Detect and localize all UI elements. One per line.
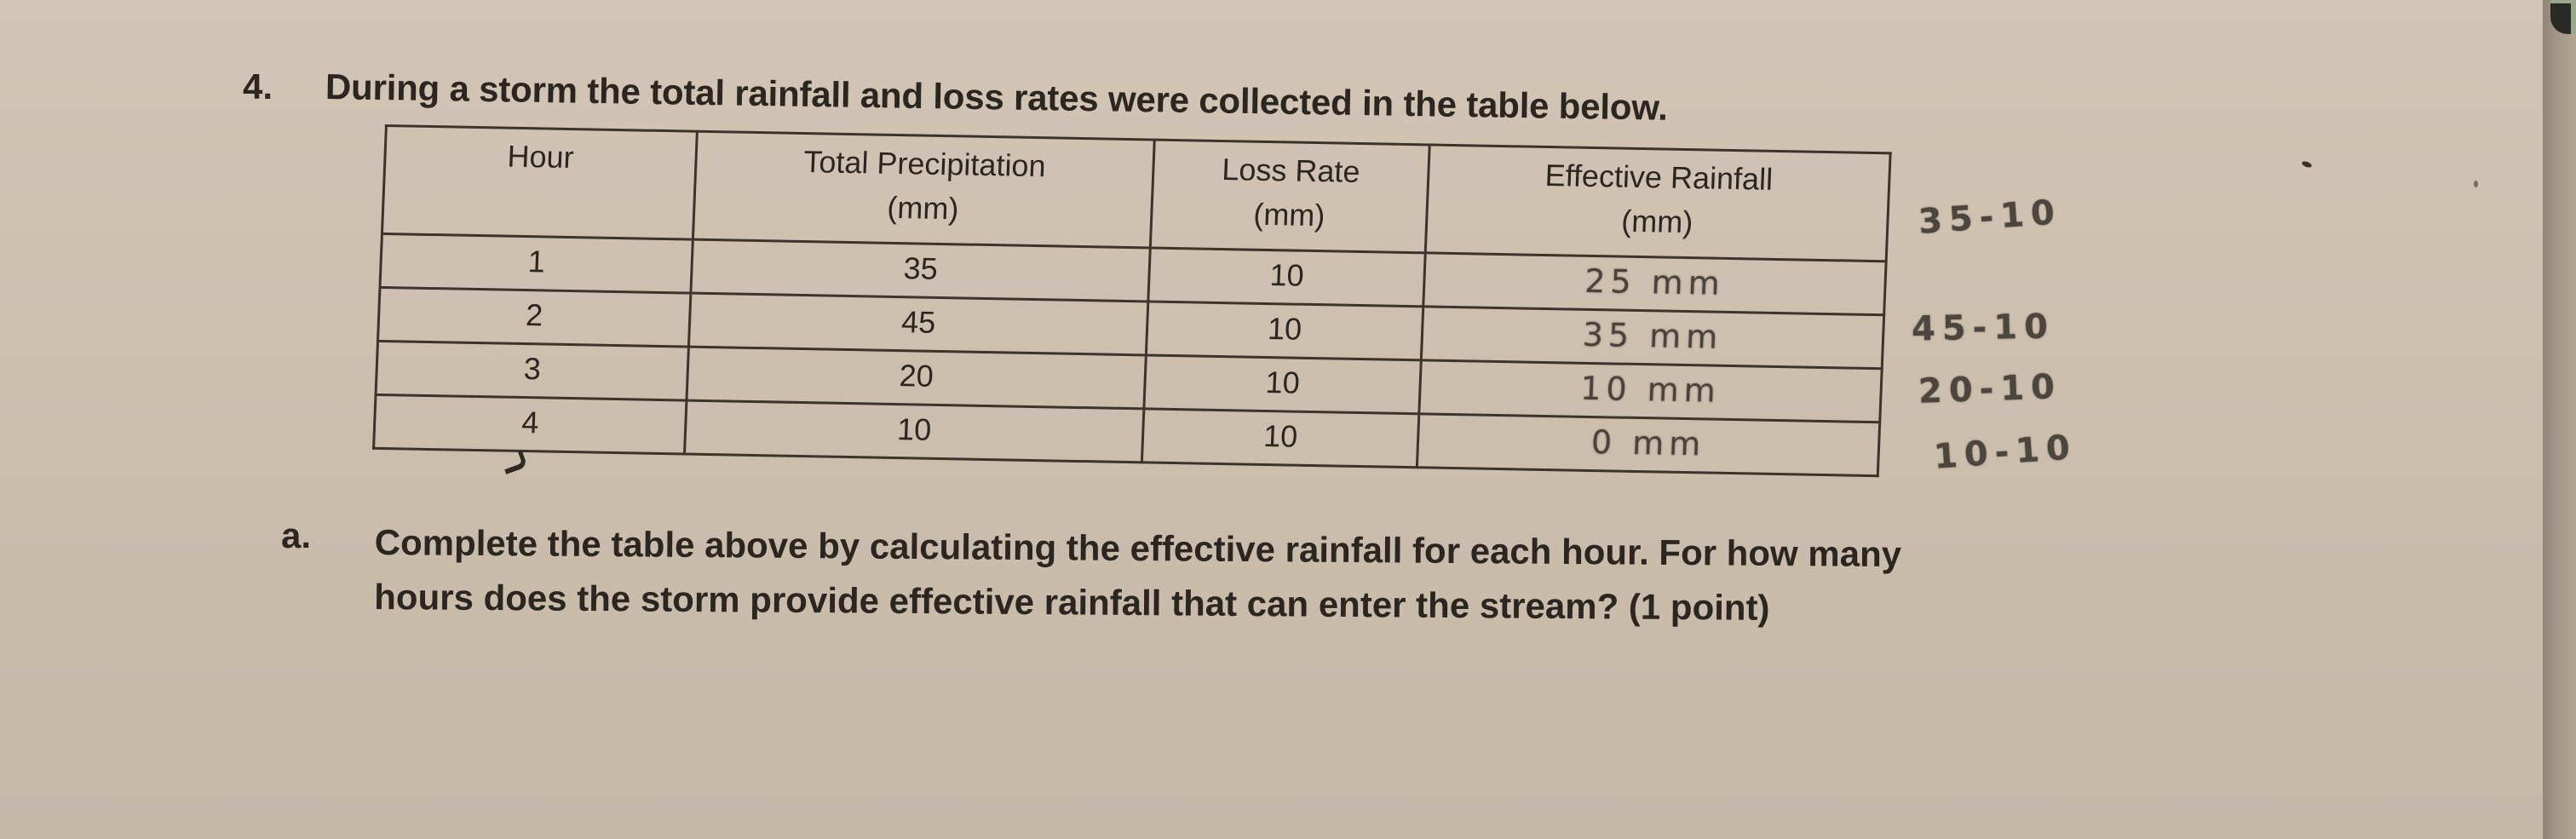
cell-loss-rate: 10 <box>1143 354 1422 414</box>
rainfall-table: Hour Total Precipitation (mm) Loss Rate … <box>372 124 1892 477</box>
cell-hour: 2 <box>377 287 691 348</box>
cell-total-precipitation: 35 <box>690 239 1151 302</box>
cell-total-precipitation: 20 <box>686 347 1147 409</box>
header-total-precipitation: Total Precipitation (mm) <box>693 131 1155 248</box>
cell-effective-rainfall-handwritten: 10 mm <box>1418 359 1883 422</box>
cell-effective-rainfall-handwritten: 0 mm <box>1417 413 1880 476</box>
cell-loss-rate: 10 <box>1141 408 1419 468</box>
sub-question-text: Complete the table above by calculating … <box>374 515 2249 639</box>
header-effective-rainfall: Effective Rainfall (mm) <box>1425 144 1891 261</box>
cell-hour: 3 <box>376 341 689 401</box>
cell-loss-rate: 10 <box>1147 247 1426 307</box>
cell-total-precipitation: 45 <box>688 293 1148 355</box>
cell-loss-rate: 10 <box>1146 301 1423 360</box>
cell-hour: 1 <box>379 233 693 294</box>
ink-speck <box>2474 181 2478 187</box>
cell-effective-rainfall-handwritten: 35 mm <box>1421 306 1884 369</box>
question-number: 4. <box>243 66 273 106</box>
cell-total-precipitation: 10 <box>684 400 1144 463</box>
header-loss-rate: Loss Rate (mm) <box>1150 140 1430 253</box>
cell-effective-rainfall-handwritten: 25 mm <box>1423 252 1887 315</box>
rainfall-table-container: Hour Total Precipitation (mm) Loss Rate … <box>372 124 1892 477</box>
handwritten-note: 20-10 <box>1918 367 2062 411</box>
header-hour: Hour <box>382 125 698 240</box>
sub-question-label: a. <box>281 515 312 555</box>
paper-edge-shadow <box>2543 0 2576 839</box>
background-object <box>2550 0 2576 34</box>
handwritten-note: 45-10 <box>1911 307 2056 349</box>
cell-hour: 4 <box>373 394 687 455</box>
